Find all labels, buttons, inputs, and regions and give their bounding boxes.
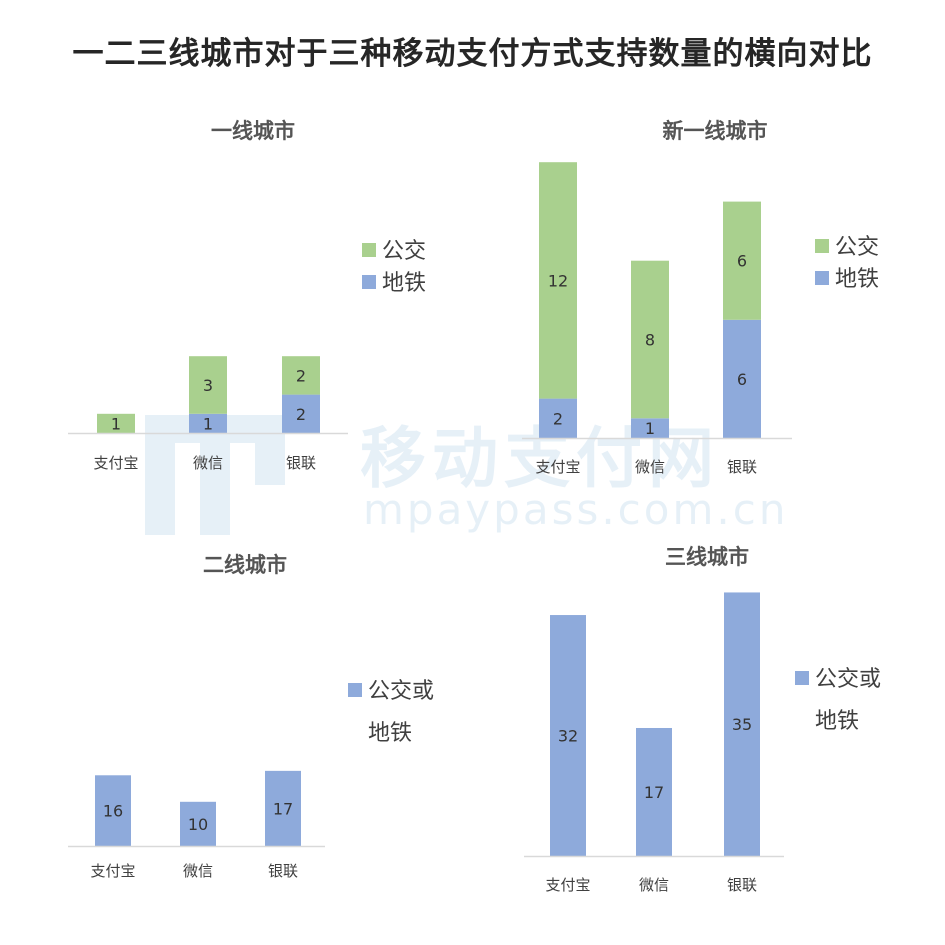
x-tick-label: 银联 <box>286 454 316 472</box>
data-label: 8 <box>645 331 655 350</box>
x-tick-label: 支付宝 <box>90 862 135 880</box>
data-label: 3 <box>203 376 213 395</box>
bar-2-微信 <box>189 356 227 414</box>
chart-title: 新一线城市 <box>663 119 768 143</box>
page-title: 一二三线城市对于三种移动支付方式支持数量的横向对比 <box>72 36 873 72</box>
bar-1-微信 <box>631 418 669 438</box>
data-label: 17 <box>273 799 293 818</box>
data-label: 35 <box>732 715 752 734</box>
legend-label: 公交或 <box>815 667 881 692</box>
legend-swatch <box>362 275 376 289</box>
bar-1-支付宝 <box>550 615 586 856</box>
legend-swatch <box>348 683 362 697</box>
legend-swatch <box>795 671 809 685</box>
bar-1-银联 <box>723 319 761 438</box>
bar-1-银联 <box>282 394 320 433</box>
data-label: 32 <box>558 727 578 746</box>
x-tick-label: 银联 <box>727 876 757 894</box>
x-tick-label: 支付宝 <box>93 454 138 472</box>
bar-1-支付宝 <box>539 398 577 438</box>
bar-1-银联 <box>265 770 301 846</box>
chart-tier1-cities: 一线城市 1 2 1 3 2 支付宝 微信 银联 公交地铁 <box>0 100 472 500</box>
legend-label: 公交 <box>835 235 879 260</box>
data-label: 6 <box>737 252 747 271</box>
bar-2-支付宝 <box>539 162 577 399</box>
data-label: 16 <box>103 802 123 821</box>
bar-1-微信 <box>180 801 216 846</box>
x-tick-label: 微信 <box>193 454 223 472</box>
bar-1-微信 <box>189 413 227 433</box>
chart-title: 二线城市 <box>203 553 287 577</box>
chart-new-tier1-cities: 新一线城市 2 1 6 12 8 6 支付宝 微信 银联 公交 地铁 <box>472 100 945 500</box>
legend-swatch <box>362 243 376 257</box>
data-label: 1 <box>645 419 655 438</box>
chart-tier3-cities: 三线城市 32 17 35 支付宝 微信 银联 公交或地铁 <box>472 530 945 910</box>
legend-label: 公交或 <box>368 679 434 704</box>
x-tick-label: 支付宝 <box>535 458 580 476</box>
x-tick-label: 银联 <box>727 458 757 476</box>
bar-1-银联 <box>724 592 760 856</box>
legend-swatch <box>815 239 829 253</box>
data-label: 2 <box>553 409 563 428</box>
legend-label: 公交 <box>382 239 426 264</box>
legend-label-continued: 地铁 <box>368 721 412 746</box>
bar-2-支付宝 <box>97 413 135 433</box>
data-label: 10 <box>188 815 208 834</box>
data-label: 12 <box>548 271 568 290</box>
bar-1-支付宝 <box>95 775 131 846</box>
bar-2-银联 <box>282 356 320 395</box>
x-tick-label: 微信 <box>183 862 213 880</box>
data-label: 2 <box>296 366 306 385</box>
x-tick-label: 银联 <box>268 862 298 880</box>
legend-label-continued: 地铁 <box>815 709 859 734</box>
x-tick-label: 微信 <box>635 458 665 476</box>
legend-swatch <box>815 271 829 285</box>
data-label: 1 <box>111 414 121 433</box>
data-label: 17 <box>644 783 664 802</box>
x-tick-label: 微信 <box>639 876 669 894</box>
chart-title: 一线城市 <box>211 119 295 143</box>
data-label: 2 <box>296 405 306 424</box>
data-label: 1 <box>203 414 213 433</box>
data-label: 6 <box>737 370 747 389</box>
legend-label: 地铁 <box>382 271 426 296</box>
bar-1-微信 <box>636 727 672 856</box>
x-tick-label: 支付宝 <box>545 876 590 894</box>
bar-2-微信 <box>631 260 669 419</box>
legend-label: 地铁 <box>835 267 879 292</box>
chart-title: 三线城市 <box>665 545 749 569</box>
bar-2-银联 <box>723 201 761 320</box>
chart-tier2-cities: 二线城市 16 10 17 支付宝 微信 银联 公交或地铁 <box>0 530 472 910</box>
